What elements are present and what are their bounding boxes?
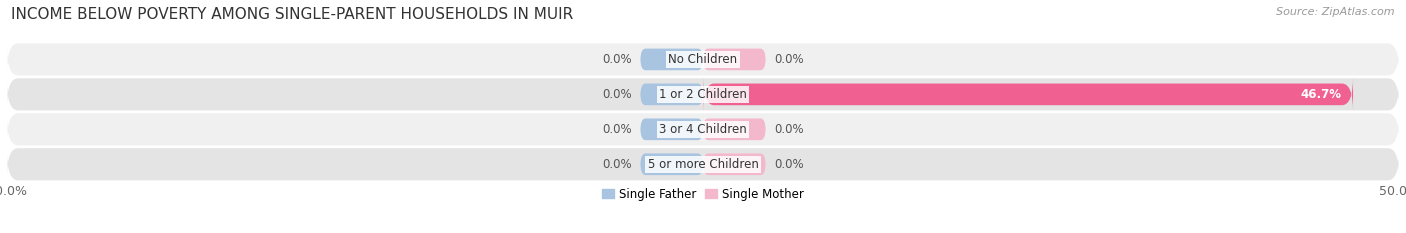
FancyBboxPatch shape [640, 118, 703, 140]
Text: 0.0%: 0.0% [602, 158, 633, 171]
FancyBboxPatch shape [703, 49, 766, 70]
Text: 0.0%: 0.0% [602, 123, 633, 136]
FancyBboxPatch shape [7, 148, 1399, 180]
FancyBboxPatch shape [640, 49, 703, 70]
Text: 1 or 2 Children: 1 or 2 Children [659, 88, 747, 101]
Text: Source: ZipAtlas.com: Source: ZipAtlas.com [1277, 7, 1395, 17]
FancyBboxPatch shape [640, 154, 703, 175]
Text: 0.0%: 0.0% [773, 158, 804, 171]
Text: 0.0%: 0.0% [773, 123, 804, 136]
FancyBboxPatch shape [703, 154, 766, 175]
FancyBboxPatch shape [7, 113, 1399, 145]
Text: 3 or 4 Children: 3 or 4 Children [659, 123, 747, 136]
FancyBboxPatch shape [7, 78, 1399, 110]
Text: No Children: No Children [668, 53, 738, 66]
Text: 0.0%: 0.0% [602, 53, 633, 66]
FancyBboxPatch shape [703, 77, 1353, 112]
Legend: Single Father, Single Mother: Single Father, Single Mother [602, 188, 804, 201]
Text: 46.7%: 46.7% [1301, 88, 1341, 101]
FancyBboxPatch shape [703, 118, 766, 140]
Text: INCOME BELOW POVERTY AMONG SINGLE-PARENT HOUSEHOLDS IN MUIR: INCOME BELOW POVERTY AMONG SINGLE-PARENT… [11, 7, 574, 22]
FancyBboxPatch shape [7, 43, 1399, 75]
Text: 0.0%: 0.0% [773, 53, 804, 66]
Text: 0.0%: 0.0% [602, 88, 633, 101]
FancyBboxPatch shape [640, 84, 703, 105]
Text: 5 or more Children: 5 or more Children [648, 158, 758, 171]
